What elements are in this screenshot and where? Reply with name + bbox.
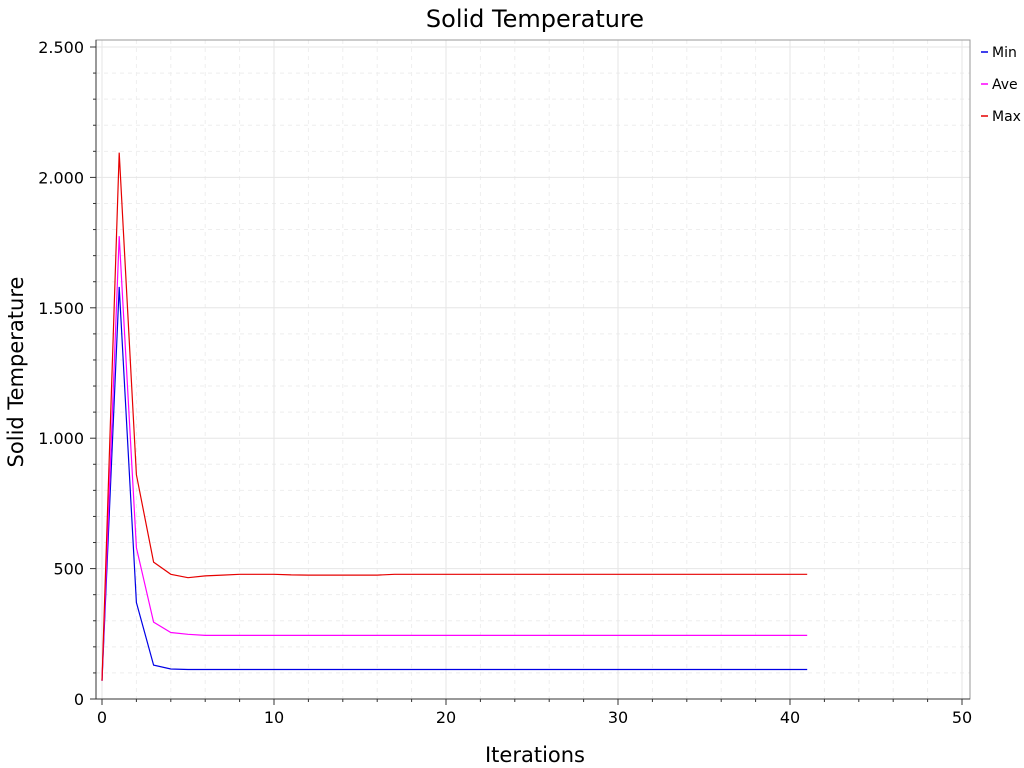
legend-label-min: Min: [992, 45, 1017, 61]
series-line-min: [101, 286, 808, 681]
x-tick-label: 50: [952, 708, 972, 727]
series-line-ave: [101, 236, 808, 681]
y-tick-label: 1.500: [38, 299, 84, 318]
y-tick-label: 2.000: [38, 168, 84, 187]
y-axis-label: Solid Temperature: [4, 277, 28, 468]
x-tick-label: 30: [608, 708, 628, 727]
x-tick-label: 0: [97, 708, 107, 727]
x-axis-label: Iterations: [485, 743, 585, 767]
legend-label-ave: Ave: [992, 77, 1018, 93]
x-tick-label: 20: [436, 708, 456, 727]
y-tick-label: 2.500: [38, 38, 84, 57]
legend-label-max: Max: [992, 109, 1021, 125]
axes: 0 500 1.000 1.500 2.000 2.500 0 10 20 30 40 50: [38, 38, 972, 727]
grid: [96, 40, 970, 700]
y-tick-label: 1.000: [38, 429, 84, 448]
y-tick-label: 0: [74, 690, 84, 709]
series-line-max: [101, 152, 808, 681]
x-tick-label: 10: [264, 708, 284, 727]
legend: Min Ave Max: [981, 45, 1021, 125]
chart-title: Solid Temperature: [426, 5, 644, 33]
plot-frame: [95, 39, 971, 700]
series-layer: [101, 152, 808, 681]
y-tick-label: 500: [53, 560, 84, 579]
x-tick-label: 40: [780, 708, 800, 727]
